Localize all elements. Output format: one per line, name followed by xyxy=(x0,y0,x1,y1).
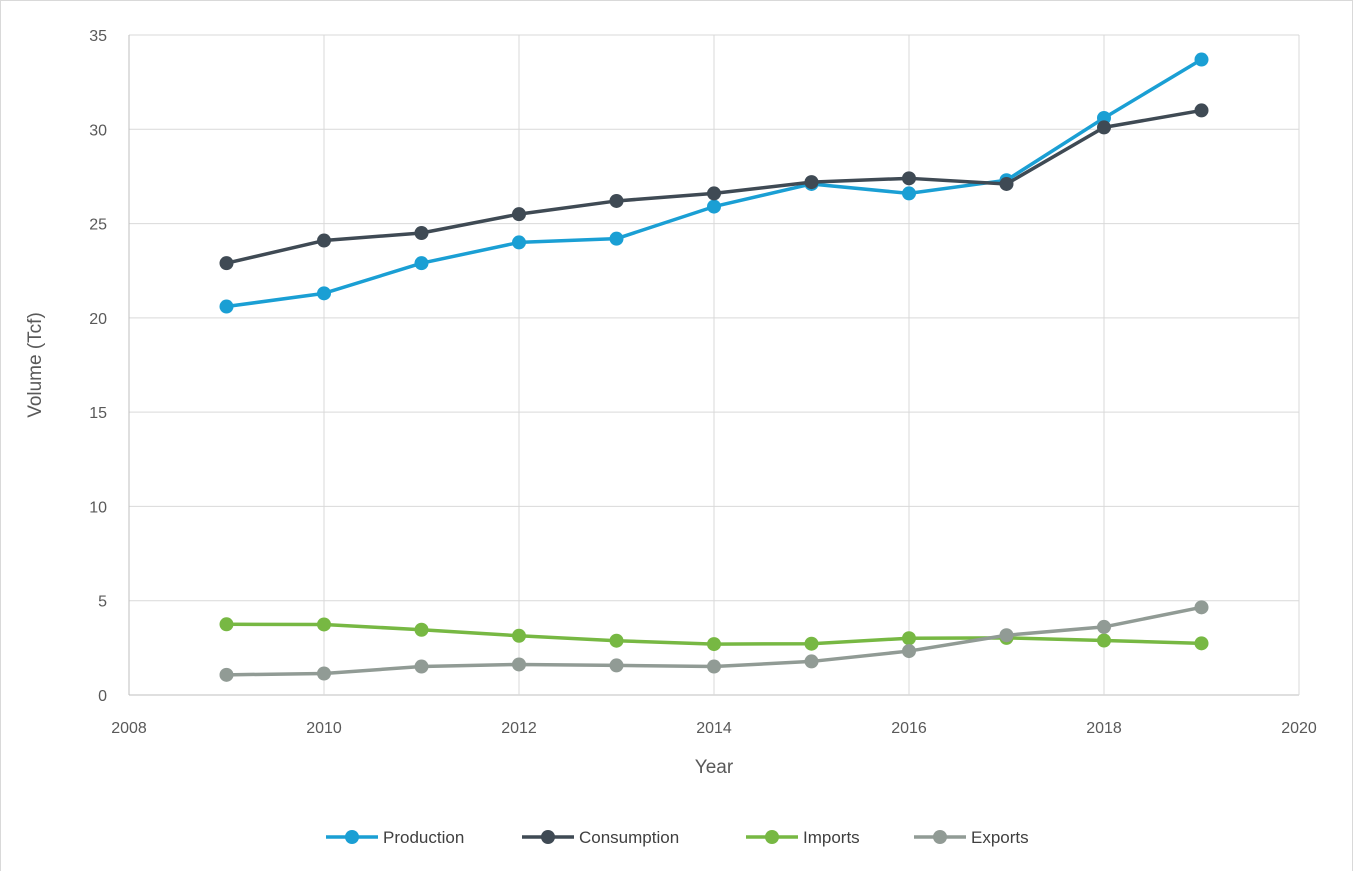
data-point xyxy=(902,186,916,201)
y-tick-label: 25 xyxy=(89,217,107,234)
data-point xyxy=(707,199,721,214)
legend-label: Exports xyxy=(971,828,1029,847)
y-tick-label: 10 xyxy=(89,499,107,516)
x-axis-title: Year xyxy=(695,757,734,778)
data-point xyxy=(219,299,234,314)
data-point xyxy=(804,636,819,651)
y-tick-label: 5 xyxy=(98,594,107,611)
data-point xyxy=(414,256,429,271)
data-point xyxy=(512,628,526,643)
data-point xyxy=(219,667,234,682)
data-point xyxy=(1194,636,1209,651)
y-tick-label: 35 xyxy=(89,28,107,45)
data-point xyxy=(902,171,916,186)
data-point xyxy=(902,644,916,659)
data-point xyxy=(804,654,819,669)
x-tick-label: 2012 xyxy=(501,720,537,737)
legend-marker xyxy=(345,830,359,844)
axes: 0 5 10 15 20 25 30 35 2008 2010 2012 2014 2016 2018 20… xyxy=(89,28,1317,737)
legend-item: Exports xyxy=(914,828,1029,847)
x-tick-label: 2016 xyxy=(891,720,927,737)
data-point xyxy=(707,637,721,652)
data-point xyxy=(999,628,1014,643)
legend-item: Consumption xyxy=(522,828,679,847)
legend-label: Imports xyxy=(803,828,860,847)
y-axis-title: Volume (Tcf) xyxy=(25,312,46,418)
data-point xyxy=(1097,619,1111,634)
legend-marker xyxy=(541,830,555,844)
data-point xyxy=(609,658,624,673)
data-point xyxy=(414,659,429,674)
x-tick-label: 2018 xyxy=(1086,720,1122,737)
y-tick-label: 15 xyxy=(89,405,107,422)
series-lines xyxy=(219,52,1209,682)
data-point xyxy=(707,186,721,201)
data-point xyxy=(317,666,331,681)
data-point xyxy=(219,617,234,632)
legend-marker xyxy=(933,830,947,844)
y-tick-label: 20 xyxy=(89,311,107,328)
x-tick-label: 2008 xyxy=(111,720,147,737)
data-point xyxy=(902,631,916,646)
data-point xyxy=(512,657,526,672)
series-exports xyxy=(219,600,1209,682)
legend: Production Consumption Imports Exports xyxy=(326,828,1029,847)
data-point xyxy=(219,256,234,271)
data-point xyxy=(317,617,331,632)
data-point xyxy=(512,207,526,222)
legend-item: Production xyxy=(326,828,464,847)
gridlines xyxy=(128,34,1300,696)
data-point xyxy=(707,659,721,674)
legend-marker xyxy=(765,830,779,844)
x-tick-label: 2020 xyxy=(1281,720,1317,737)
data-point xyxy=(317,286,331,301)
data-point xyxy=(512,235,526,250)
data-point xyxy=(317,233,331,248)
data-point xyxy=(999,176,1014,191)
data-point xyxy=(609,633,624,648)
y-tick-label: 30 xyxy=(89,122,107,139)
series-consumption xyxy=(219,103,1209,271)
legend-label: Production xyxy=(383,828,464,847)
data-point xyxy=(1194,52,1209,67)
legend-label: Consumption xyxy=(579,828,679,847)
data-point xyxy=(609,231,624,246)
x-tick-label: 2010 xyxy=(306,720,342,737)
data-point xyxy=(1097,633,1111,648)
x-tick-label: 2014 xyxy=(696,720,732,737)
data-point xyxy=(609,193,624,208)
data-point xyxy=(1194,600,1209,615)
data-point xyxy=(1097,120,1111,135)
data-point xyxy=(414,622,429,637)
data-point xyxy=(1194,103,1209,118)
data-point xyxy=(414,226,429,240)
data-point xyxy=(804,175,819,190)
y-tick-label: 0 xyxy=(98,688,107,705)
legend-item: Imports xyxy=(746,828,860,847)
